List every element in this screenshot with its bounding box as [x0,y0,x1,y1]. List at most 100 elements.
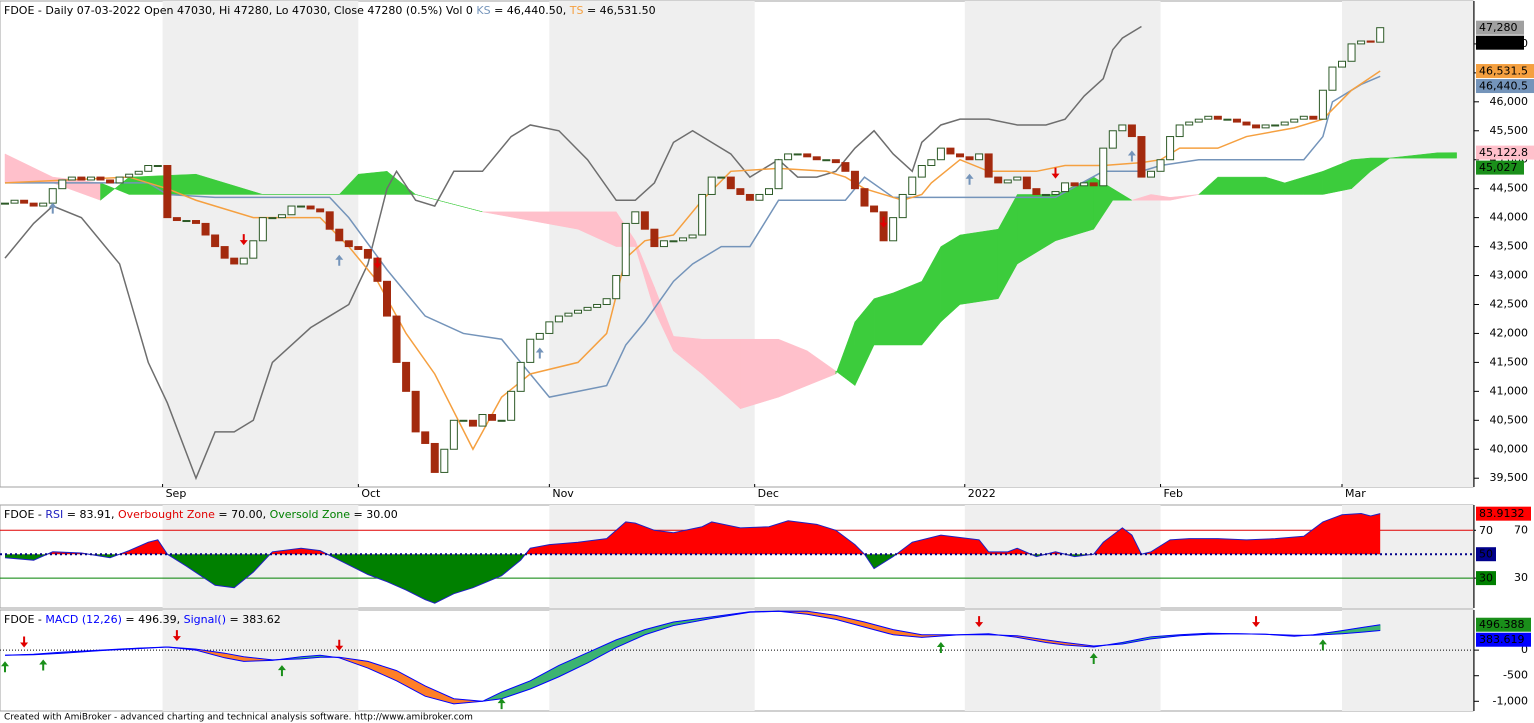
y-tick-label: 42,000 [1490,326,1529,339]
candle-down [163,165,172,219]
candle-up [583,306,592,311]
y-tick-label: 42,500 [1490,297,1529,310]
candle-up [659,240,668,248]
candle-up [115,176,124,184]
y-tick-label: 44,500 [1490,182,1529,195]
buy-arrow [1,661,9,673]
candle-up [1,202,9,205]
candle-down [77,176,86,181]
y-tick-label: 39,500 [1490,471,1529,484]
legend-name: KS [476,4,490,17]
candle-up [526,338,535,363]
candle-up [822,159,831,162]
cloud-segment [1112,188,1133,201]
sell-arrow [20,636,29,648]
candle-up [1041,193,1050,196]
cloud-segment [740,338,779,410]
candle-down [211,234,220,248]
sell-arrow [239,234,248,246]
candle-up [1080,182,1089,187]
buy-arrow [497,698,506,710]
value-box-label: 45,027 [1479,161,1518,174]
x-tick-label: 2022 [968,487,996,500]
candle-down [812,156,821,161]
candle-down [650,228,659,248]
month-band [1342,1,1473,487]
candle-down [736,188,745,195]
buy-arrow [1318,639,1327,651]
buy-arrow [39,659,48,671]
y-tick-label: -500 [1503,669,1528,682]
cloud-segment [873,292,894,346]
buy-arrow [277,665,286,677]
candle-up [249,240,258,259]
candle-down [956,153,964,158]
y-tick-label: 46,000 [1490,95,1529,108]
area-above [47,513,1381,555]
candle-up [679,237,688,242]
candle-down [946,147,955,155]
candle-up [258,217,267,242]
value-box [1476,506,1531,521]
month-band [964,505,1161,608]
legend-value: = 83.91, [63,508,118,521]
plot-area [0,610,1473,711]
candle-down [994,176,1003,184]
candle-up [1061,182,1070,193]
candle-up [1357,40,1366,45]
candle-up [717,176,726,179]
candle-down [1252,124,1261,129]
cloud-segment [1217,176,1266,195]
value-box-label: 383.619 [1479,633,1525,646]
candle-up [774,159,783,190]
candle-up [287,205,296,216]
candle-up [1147,170,1155,178]
value-box [1476,571,1496,586]
value-box-label: 50 [1479,548,1493,561]
legend-title: FDOE - [4,508,45,521]
candle-up [1271,124,1280,127]
candle-up [793,153,802,156]
candle-down [335,228,344,242]
candle-up [1299,115,1308,120]
footer: Created with AmiBroker - advanced charti… [4,713,473,723]
candle-up [1261,124,1270,129]
candle-up [1185,121,1194,126]
candle-up [48,188,57,204]
month-band [162,1,359,487]
value-box-label: 47,280 [1479,21,1518,34]
x-tick-label: Oct [361,487,381,500]
buy-arrow [535,347,544,359]
candle-up [936,147,945,161]
candle-up [507,390,516,421]
candle-down [96,176,105,181]
candle-up [1003,179,1012,184]
value-box-label: 47,280 [1479,36,1518,49]
legend-value: = 46,531.50 [583,4,655,17]
candle-down [850,170,859,190]
candle-up [564,312,573,317]
candle-up [1204,115,1213,120]
y-tick-label: 0 [1521,643,1528,656]
candle-up [688,234,697,239]
y-tick-label: 45,500 [1490,124,1529,137]
x-tick-label: Sep [166,487,187,500]
candle-up [545,321,554,334]
candle-down [172,217,181,222]
value-box [1476,145,1534,160]
candle-up [1194,118,1203,123]
candle-up [1223,118,1232,121]
month-band [964,610,1161,711]
candle-down [468,419,477,427]
legend-value: = 70.00, [215,508,270,521]
candle-down [383,280,391,317]
candle-up [10,199,19,204]
y-tick-label: 70 [1514,523,1528,536]
candle-down [860,188,869,207]
candle-up [1290,118,1299,123]
buy-arrow [1089,653,1098,665]
candle-up [917,165,926,178]
candle-up [1118,124,1127,132]
candle-down [20,199,29,204]
value-box [1476,79,1534,94]
